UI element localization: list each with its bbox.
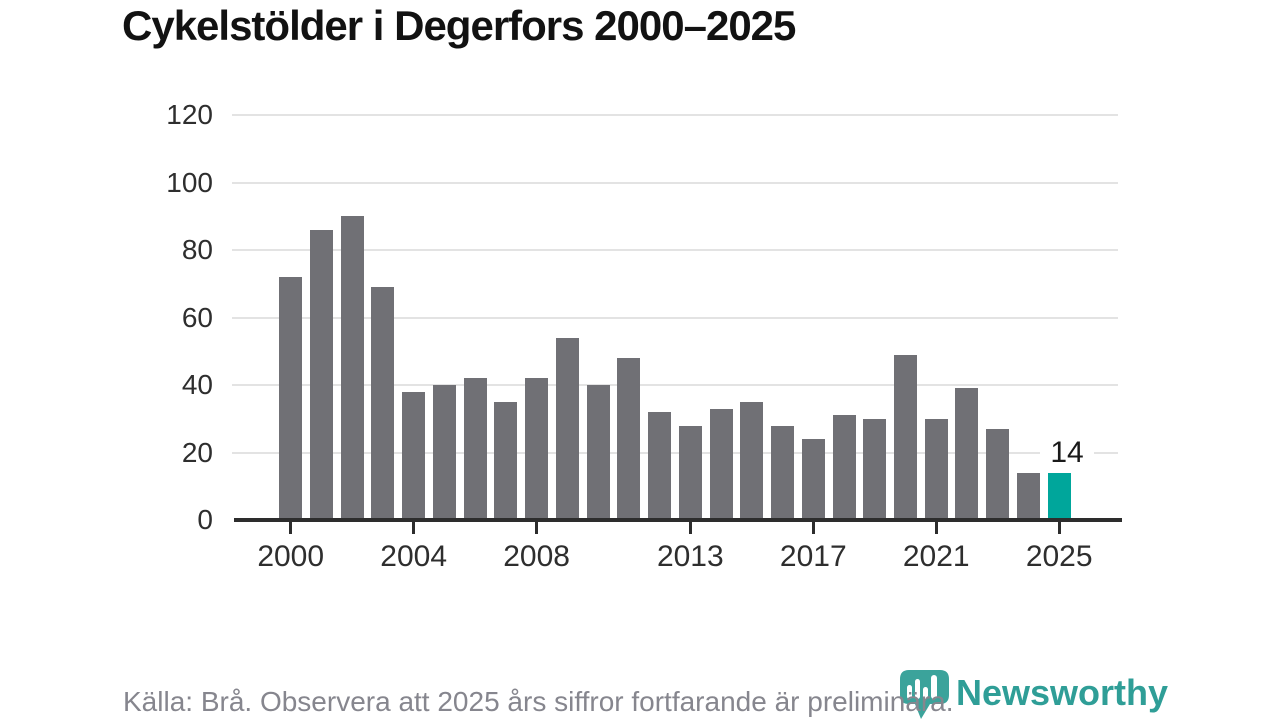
- x-axis-tick-label-2004: 2004: [380, 540, 448, 573]
- gridline-20: [232, 451, 1118, 454]
- x-axis-tick-2000: [289, 521, 293, 534]
- x-axis-tick-label-2021: 2021: [902, 540, 970, 573]
- y-axis-tick-label: 80: [181, 234, 213, 265]
- gridline-40: [232, 384, 1118, 386]
- bar-2024: [1016, 472, 1040, 520]
- bar-2022: [955, 388, 979, 520]
- x-axis-tick-2017: [811, 521, 815, 534]
- bar-2009: [555, 337, 579, 520]
- y-axis-tick-label: 60: [181, 301, 213, 333]
- bar-2014: [709, 408, 733, 520]
- y-axis-tick-label: 20: [181, 436, 213, 468]
- gridline-100: [232, 181, 1118, 184]
- bar-2005: [432, 385, 456, 520]
- bar-2004: [402, 391, 426, 520]
- x-axis-tick-2025: [1057, 521, 1061, 534]
- bar-2007: [494, 401, 518, 520]
- bar-2020: [894, 354, 917, 520]
- y-axis-tick-label: 100: [166, 166, 213, 198]
- source-note: Källa: Brå. Observera att 2025 års siffr…: [123, 686, 954, 717]
- bar-2012: [648, 412, 672, 520]
- x-axis-tick-2013: [688, 521, 692, 534]
- bar-2018: [832, 415, 856, 520]
- x-axis-tick-2021: [934, 521, 938, 534]
- x-axis-tick-label-2000: 2000: [257, 540, 325, 573]
- bar-2006: [463, 378, 487, 520]
- gridline-80: [232, 249, 1118, 251]
- bar-2008: [525, 378, 549, 520]
- chart-title: Cykelstölder i Degerfors 2000–2025: [122, 2, 796, 49]
- x-axis-tick-label-2025: 2025: [1025, 540, 1093, 573]
- y-axis-tick-label: 0: [197, 504, 213, 535]
- x-axis-line: [234, 518, 1122, 522]
- bar-2016: [771, 425, 795, 520]
- x-axis-tick-label-2008: 2008: [503, 540, 570, 573]
- y-axis-tick-label: 40: [181, 369, 213, 400]
- bar-2019: [863, 418, 887, 520]
- gridline-60: [232, 316, 1118, 319]
- x-axis-tick-label-2017: 2017: [779, 540, 847, 573]
- gridline-120: [232, 114, 1118, 116]
- bar-2015: [740, 401, 764, 520]
- bar-2023: [986, 428, 1010, 520]
- x-axis-tick-2008: [535, 521, 539, 534]
- x-axis-tick-label-2013: 2013: [656, 540, 724, 573]
- bar-2002: [340, 216, 364, 520]
- bar-2021: [924, 418, 948, 520]
- y-axis-tick-label: 120: [166, 99, 213, 130]
- bar-2013: [678, 425, 702, 520]
- bar-2017: [801, 439, 825, 520]
- bar-2003: [371, 287, 395, 520]
- bar-2000: [279, 277, 303, 520]
- bar-2001: [309, 229, 333, 520]
- bar-2010: [586, 385, 610, 520]
- newsworthy-wordmark: Newsworthy: [956, 672, 1169, 713]
- highlight-bar-value-label: 14: [1040, 437, 1094, 469]
- bar-2011: [617, 358, 641, 520]
- bar-2025: [1047, 472, 1071, 520]
- newsworthy-logo-icon: [900, 670, 949, 719]
- x-axis-tick-2004: [412, 521, 416, 534]
